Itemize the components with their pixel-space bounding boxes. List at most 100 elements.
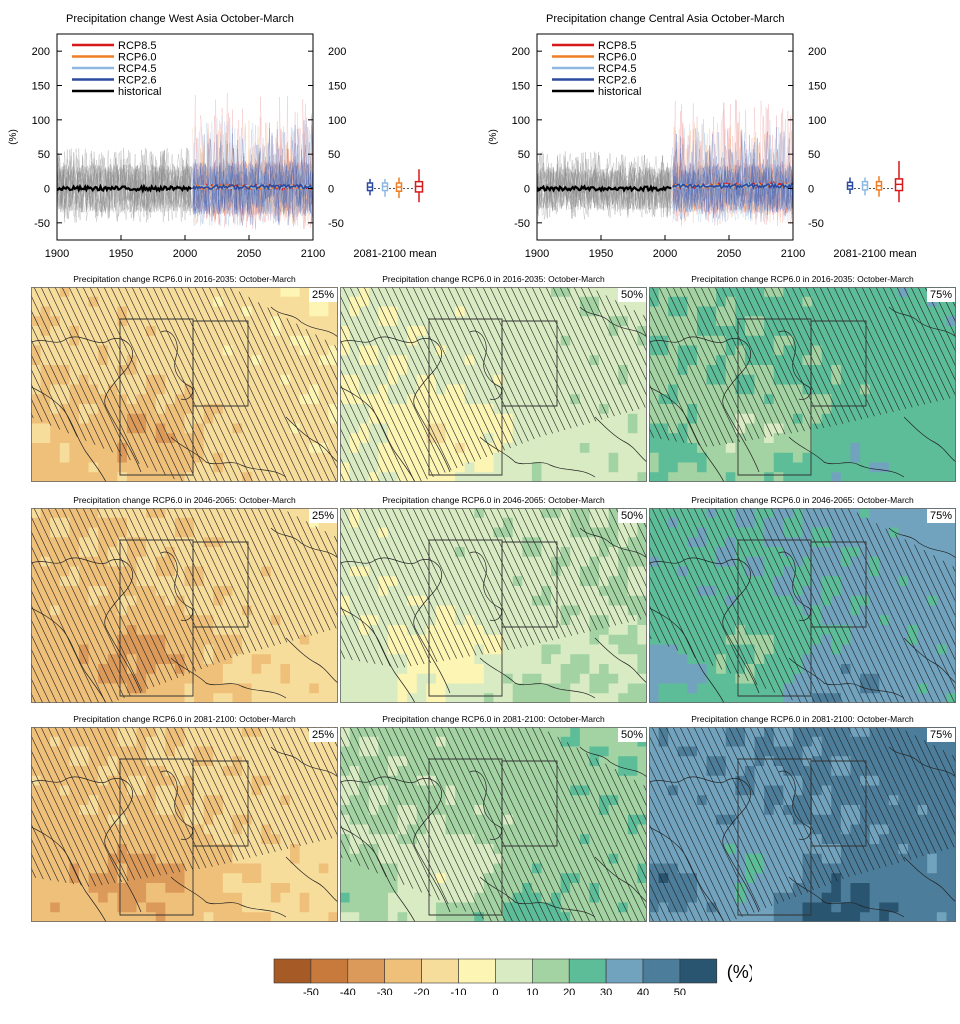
map-cell [898,423,909,434]
coastline [594,637,647,684]
y-tick-label: 0 [44,184,50,196]
map-cell [155,746,166,757]
map-cell [328,423,338,434]
map-cell [677,595,688,607]
map-cell [618,644,629,655]
map-cell [658,452,669,464]
map-cell [464,634,475,646]
map-cell [936,355,947,366]
map-cell [946,576,956,587]
spread-line-historical [57,151,192,223]
map-cell [783,345,794,356]
map-cell [309,566,320,577]
map-cell [850,576,861,587]
map-cell [773,423,784,434]
map-cell [474,413,485,425]
map-cell [242,566,253,577]
hatch-line [47,508,142,703]
map-cell [888,673,900,685]
map-cell [706,423,717,434]
map-cell [359,316,370,327]
map-cell [378,316,389,327]
map-cell [792,547,804,558]
map-cell [155,756,166,767]
map-cell [579,394,591,405]
map-cell [840,365,852,376]
map-cell [735,462,746,473]
map-cell [946,556,956,568]
map-cell [155,576,166,587]
map-cell [387,556,399,568]
map-cell [850,625,861,636]
map-cell [512,683,523,694]
spread-line-rcp45 [192,117,313,227]
map-cell [677,296,688,308]
map-cell [155,644,166,655]
hatch-line [608,287,647,482]
map-cell [531,413,543,425]
map-cell [397,472,408,482]
map-cell [831,306,842,317]
map-cell [184,472,195,482]
map-cell [290,517,301,529]
map-cell [174,326,186,337]
map-cell [560,374,571,386]
map-cell [464,413,475,425]
map-cell [280,766,291,777]
map-cell [551,443,562,454]
map-cell [222,443,234,454]
map-cell [579,547,591,558]
map-cell [936,644,947,655]
map-cell [551,335,562,347]
map-cell [908,472,919,482]
map-cell [155,547,166,558]
map-cell [88,433,99,444]
map-cell [261,586,272,597]
map-cell [40,508,51,519]
map-cell [270,586,282,597]
map-panel: Precipitation change RCP6.0 in 2046-2065… [31,492,338,704]
map-cell [31,433,42,444]
map-cell [31,644,42,655]
map-cell [898,595,909,607]
map-cell [483,365,495,376]
map-cell [136,355,147,366]
map-cell [455,664,466,675]
spread-line-historical [537,158,672,218]
map-cell [299,316,310,327]
map-cell [888,625,900,636]
map-cell [783,326,794,337]
map-cell [78,605,90,616]
map-cell [340,355,351,366]
map-cell [309,746,320,757]
map-cell [618,462,629,473]
map-cell [716,443,727,454]
map-cell [821,586,832,597]
map-cell [290,547,301,558]
map-cell [618,345,629,356]
map-cell [677,615,688,626]
map-cell [222,605,234,616]
map-cell [213,766,224,777]
map-cell [503,654,514,665]
map-cell [328,644,338,655]
map-cell [309,625,320,636]
map-cell [888,683,900,694]
map-cell [194,365,205,376]
map-cell [270,727,282,738]
map-cell [658,472,669,482]
map-cell [831,423,842,434]
map-cell [416,537,427,548]
map-cell [589,673,600,685]
hatch-line [405,508,500,668]
map-cell [840,664,852,675]
spread-line-rcp85 [192,94,313,230]
map-cell [309,335,320,347]
map-cell [184,326,195,337]
coastline [788,436,905,478]
map-cell [608,433,619,444]
map-cell [627,462,638,473]
map-cell [493,335,504,347]
map-cell [378,394,389,405]
map-cell [251,537,262,548]
